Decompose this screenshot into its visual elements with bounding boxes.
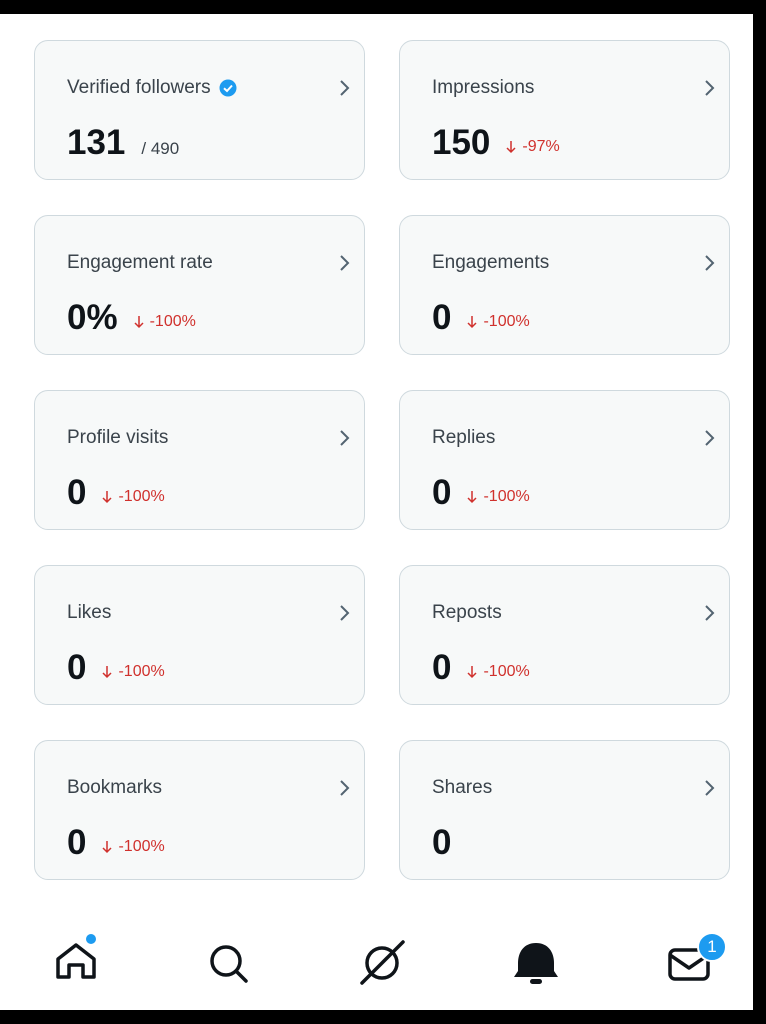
value-row: 0 -100% [67, 823, 165, 863]
label-row: Verified followers [67, 77, 237, 99]
metric-label: Likes [67, 602, 112, 623]
chevron [703, 779, 715, 797]
messages-tab[interactable] [668, 948, 710, 981]
change-group: -100% [134, 313, 196, 331]
edge [753, 0, 766, 1024]
down-arrow [102, 665, 112, 679]
value-row: 131 / 490 [67, 123, 179, 163]
home-tab[interactable] [56, 934, 96, 979]
label-row: Engagement rate [67, 252, 213, 274]
metric-label: Verified followers [67, 77, 211, 98]
label-row: Engagements [432, 252, 549, 274]
metric-value: 0 [432, 473, 452, 512]
metric-value: 0% [67, 298, 118, 337]
label-row: Reposts [432, 602, 502, 624]
change-group: -97% [506, 138, 560, 156]
metric-card[interactable]: Bookmarks 0 -100% [34, 740, 365, 880]
chevron [338, 604, 350, 622]
bottom-nav [56, 934, 710, 985]
metric-change: -100% [483, 663, 530, 680]
value-row: 0% -100% [67, 298, 196, 338]
metric-change: -100% [118, 663, 165, 680]
value-row: 0 [432, 823, 451, 863]
metric-value: 0 [67, 823, 87, 862]
value-row: 0 -100% [67, 648, 165, 688]
metric-card[interactable]: Impressions 150 -97% [399, 40, 730, 180]
verified-badge [219, 79, 237, 97]
status-bar [0, 0, 766, 14]
search-tab[interactable] [210, 945, 248, 983]
metric-label: Replies [432, 427, 496, 448]
metric-value: 131 [67, 123, 126, 162]
change-group: -100% [102, 663, 165, 681]
metric-value: 0 [432, 298, 452, 337]
chevron [703, 254, 715, 272]
metric-change: -100% [483, 488, 530, 505]
metric-change: -100% [118, 488, 165, 505]
metric-label: Engagement rate [67, 252, 213, 273]
system-bar [0, 1010, 766, 1024]
label-row: Shares [432, 777, 492, 799]
notifications-tab[interactable] [514, 943, 558, 984]
metric-label: Profile visits [67, 427, 169, 448]
metric-value: 150 [432, 123, 491, 162]
down-arrow [467, 490, 477, 504]
chevron [338, 779, 350, 797]
metric-card[interactable]: Reposts 0 -100% [399, 565, 730, 705]
chevron [703, 429, 715, 447]
chevron [703, 604, 715, 622]
metric-card[interactable]: Shares 0 [399, 740, 730, 880]
grok-tab[interactable] [360, 940, 405, 985]
label-row: Replies [432, 427, 495, 449]
metric-card[interactable]: Verified followers 131 / 490 [34, 40, 365, 180]
metric-change: -97% [522, 138, 560, 155]
metric-label: Shares [432, 777, 493, 798]
metric-change: -100% [149, 313, 196, 330]
value-row: 0 -100% [67, 473, 165, 513]
value-row: 150 -97% [432, 123, 560, 163]
change-group: -100% [467, 313, 530, 331]
value-row: 0 -100% [432, 298, 530, 338]
metric-value: 0 [432, 823, 452, 862]
messages-badge: 1 [697, 932, 727, 962]
change-group: -100% [467, 488, 530, 506]
chevron [338, 79, 350, 97]
metric-label: Impressions [432, 77, 535, 98]
change-group: -100% [467, 663, 530, 681]
chevron [338, 429, 350, 447]
metric-total: / 490 [141, 139, 180, 158]
label-row: Profile visits [67, 427, 168, 449]
metric-value: 0 [67, 473, 87, 512]
metric-value: 0 [432, 648, 452, 687]
down-arrow [102, 840, 112, 854]
metric-change: -100% [483, 313, 530, 330]
metric-card[interactable]: Profile visits 0 -100% [34, 390, 365, 530]
metric-label: Reposts [432, 602, 502, 623]
down-arrow [467, 665, 477, 679]
metric-card[interactable]: Engagement rate 0% -100% [34, 215, 365, 355]
label-row: Impressions [432, 77, 534, 99]
metric-label: Bookmarks [67, 777, 163, 798]
change-group: -100% [102, 838, 165, 856]
metric-label: Engagements [432, 252, 550, 273]
change-group: -100% [102, 488, 165, 506]
value-row: 0 -100% [432, 648, 530, 688]
down-arrow [102, 490, 112, 504]
chevron [703, 79, 715, 97]
value-row: 0 -100% [432, 473, 530, 513]
down-arrow [467, 315, 477, 329]
down-arrow [134, 315, 144, 329]
chevron [338, 254, 350, 272]
metric-card[interactable]: Replies 0 -100% [399, 390, 730, 530]
metric-card[interactable]: Likes 0 -100% [34, 565, 365, 705]
label-row: Bookmarks [67, 777, 162, 799]
label-row: Likes [67, 602, 111, 624]
metric-card[interactable]: Engagements 0 -100% [399, 215, 730, 355]
down-arrow [506, 140, 516, 154]
metric-change: -100% [118, 838, 165, 855]
metric-value: 0 [67, 648, 87, 687]
